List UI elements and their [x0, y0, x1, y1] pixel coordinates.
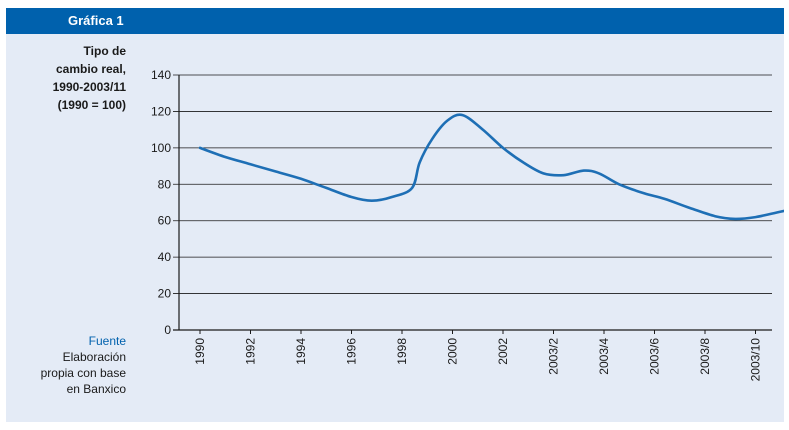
side-title-line: Tipo de	[83, 44, 126, 58]
y-tick-label: 0	[164, 323, 171, 337]
x-tick-label: 1990	[193, 338, 207, 365]
y-tick-label: 140	[151, 68, 171, 82]
x-tick-label: 2003/6	[648, 338, 662, 375]
y-tick-label: 20	[158, 287, 172, 301]
x-tick-label: 2003/2	[547, 338, 561, 375]
side-title-line: (1990 = 100)	[57, 98, 126, 112]
y-tick-label: 100	[151, 141, 171, 155]
x-tick-label: 1992	[244, 338, 258, 365]
y-tick-label: 60	[158, 214, 172, 228]
x-tick-label: 2002	[496, 338, 510, 365]
chart-panel: Gráfica 1 Tipo de cambio real, 1990-2003…	[6, 8, 784, 422]
side-title-line: 1990-2003/11	[52, 80, 126, 94]
source-line: propia con base	[40, 366, 126, 380]
side-title-line: cambio real,	[55, 62, 126, 76]
chart-header: Gráfica 1	[6, 8, 784, 34]
y-tick-label: 80	[158, 177, 172, 191]
y-tick-label: 40	[158, 250, 172, 264]
x-tick-label: 2003/8	[698, 338, 712, 375]
chart-header-title: Gráfica 1	[68, 13, 124, 28]
chart-side-title: Tipo de cambio real, 1990-2003/11 (1990 …	[6, 42, 126, 114]
x-tick-label: 2000	[446, 338, 460, 365]
chart-source: Fuente Elaboración propia con base en Ba…	[6, 333, 126, 397]
source-label: Fuente	[88, 334, 126, 348]
source-line: Elaboración	[62, 350, 126, 364]
x-tick-label: 1998	[395, 338, 409, 365]
x-tick-label: 1994	[294, 338, 308, 365]
series-line	[198, 113, 784, 221]
y-tick-label: 120	[151, 104, 171, 118]
x-tick-label: 2003/10	[749, 338, 763, 382]
chart-svg: 0 20 40 60 80 100 120 140 1990 1992 1994 1996 1998 20…	[151, 68, 784, 382]
source-line: en Banxico	[66, 382, 126, 396]
x-tick-label: 1996	[345, 338, 359, 365]
x-tick-label: 2003/4	[597, 338, 611, 375]
